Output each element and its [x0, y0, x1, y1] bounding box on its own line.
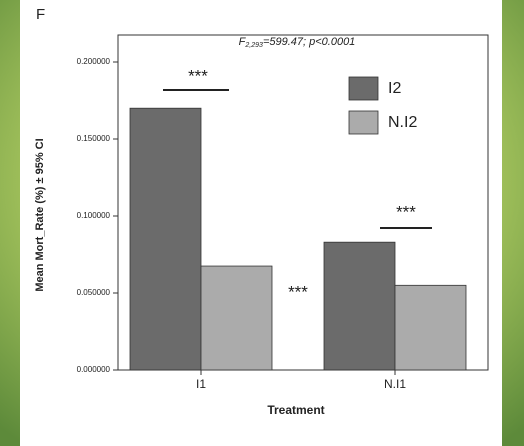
y-tick-label: 0.000000: [77, 365, 111, 374]
x-tick-label: N.I1: [384, 377, 406, 391]
legend-label: N.I2: [388, 114, 417, 131]
bar: [324, 242, 395, 370]
legend-swatch: [349, 111, 378, 134]
y-tick-label: 0.050000: [77, 288, 111, 297]
significance-stars: ***: [288, 282, 308, 301]
chart: F F2,293=599.47; p<0.0001 Mean Mort_Rate…: [0, 0, 524, 446]
stat-subscript: 2,293: [244, 42, 263, 49]
bar: [395, 285, 466, 370]
y-tick-label: 0.150000: [77, 134, 111, 143]
y-axis-label: Mean Mort_Rate (%) ± 95% CI: [34, 138, 46, 291]
y-tick-label: 0.100000: [77, 211, 111, 220]
legend-label: I2: [388, 80, 401, 97]
x-axis-label: Treatment: [267, 403, 324, 417]
panel: [20, 0, 502, 446]
y-tick-label: 0.200000: [77, 57, 111, 66]
significance-stars: ***: [188, 66, 208, 85]
legend-swatch: [349, 77, 378, 100]
x-tick-label: I1: [196, 377, 206, 391]
bar: [130, 108, 201, 370]
bar: [201, 266, 272, 370]
significance-stars: ***: [396, 202, 416, 221]
panel-label: F: [36, 6, 45, 23]
stat-value: =599.47; p<0.0001: [263, 36, 355, 48]
